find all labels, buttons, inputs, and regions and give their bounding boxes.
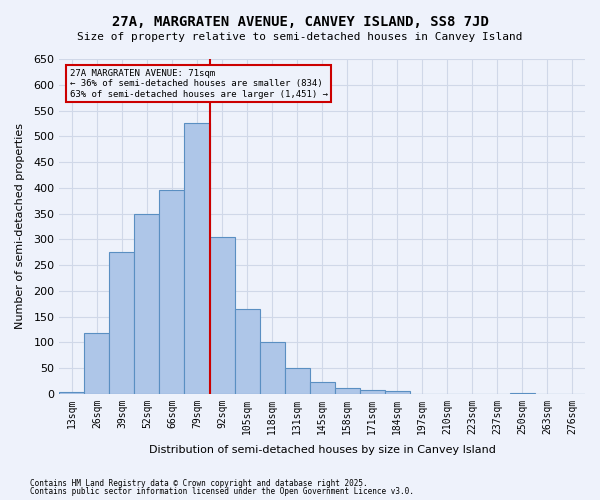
Bar [85, 333, 109, 394]
Bar [260, 342, 284, 394]
Bar [385, 390, 410, 394]
Bar [184, 124, 209, 394]
Text: 27A MARGRATEN AVENUE: 71sqm
← 36% of semi-detached houses are smaller (834)
63% : 27A MARGRATEN AVENUE: 71sqm ← 36% of sem… [70, 69, 328, 99]
Bar [160, 190, 184, 394]
X-axis label: Distribution of semi-detached houses by size in Canvey Island: Distribution of semi-detached houses by … [149, 445, 496, 455]
Text: Size of property relative to semi-detached houses in Canvey Island: Size of property relative to semi-detach… [77, 32, 523, 42]
Bar [310, 382, 335, 394]
Bar [209, 236, 235, 394]
Bar [59, 392, 85, 394]
Text: 27A, MARGRATEN AVENUE, CANVEY ISLAND, SS8 7JD: 27A, MARGRATEN AVENUE, CANVEY ISLAND, SS… [112, 15, 488, 29]
Text: Contains public sector information licensed under the Open Government Licence v3: Contains public sector information licen… [30, 487, 414, 496]
Bar [109, 252, 134, 394]
Bar [360, 390, 385, 394]
Bar [235, 309, 260, 394]
Text: Contains HM Land Registry data © Crown copyright and database right 2025.: Contains HM Land Registry data © Crown c… [30, 478, 368, 488]
Bar [134, 214, 160, 394]
Bar [335, 388, 360, 394]
Bar [284, 368, 310, 394]
Bar [510, 392, 535, 394]
Y-axis label: Number of semi-detached properties: Number of semi-detached properties [15, 124, 25, 330]
